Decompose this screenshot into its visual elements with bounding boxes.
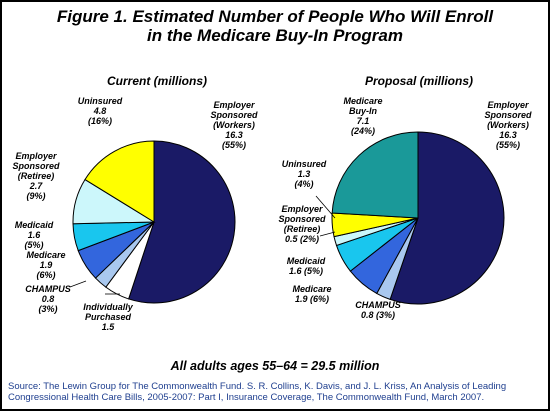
pie-charts: Employer Sponsored (Workers) 16.3 (55%) Indiv… xyxy=(12,96,532,332)
pie-proposal xyxy=(331,131,505,305)
pie-slice xyxy=(84,140,155,223)
pie-slice xyxy=(331,131,419,219)
slice-label: Employer Sponsored (Retiree) 0.5 (2%) xyxy=(278,204,326,244)
source-line-1: Source: The Lewin Group for The Commonwe… xyxy=(8,381,507,392)
source-line-2: Congressional Health Care Bills, 2005-20… xyxy=(8,392,485,403)
slice-label: Medicaid 1.6 (5%) xyxy=(15,220,54,250)
leader-line xyxy=(315,195,336,219)
figure-title-line-1: Figure 1. Estimated Number of People Who… xyxy=(56,7,494,26)
slice-label: Employer Sponsored (Workers) 16.3 (55%) xyxy=(484,100,532,150)
current-pie-title: Current (millions) xyxy=(106,74,207,88)
leader-line xyxy=(69,280,87,288)
slice-label: Uninsured 1.3 (4%) xyxy=(282,159,327,189)
footer-total: All adults ages 55–64 = 29.5 million xyxy=(170,359,380,373)
proposal-pie-title: Proposal (millions) xyxy=(364,74,473,88)
slice-label: CHAMPUS 0.8 (3%) xyxy=(355,300,401,320)
pie-slice xyxy=(389,131,505,305)
slice-label: Medicare 1.9 (6%) xyxy=(26,250,65,280)
pie-slice xyxy=(128,140,236,304)
slice-label: Medicare Buy-In 7.1 (24%) xyxy=(343,96,382,136)
slice-label: Medicare 1.9 (6%) xyxy=(292,284,331,304)
slice-label: Employer Sponsored (Workers) 16.3 (55%) xyxy=(210,100,258,150)
slice-label: Employer Sponsored (Retiree) 2.7 (9%) xyxy=(12,151,60,201)
figure-title-line-2: in the Medicare Buy-In Program xyxy=(147,26,403,45)
leader-line xyxy=(319,231,336,237)
slice-label: Medicaid 1.6 (5%) xyxy=(287,256,326,276)
pie-current xyxy=(72,140,236,304)
slice-label: Uninsured 4.8 (16%) xyxy=(78,96,123,126)
slice-label: CHAMPUS 0.8 (3%) xyxy=(25,284,71,314)
